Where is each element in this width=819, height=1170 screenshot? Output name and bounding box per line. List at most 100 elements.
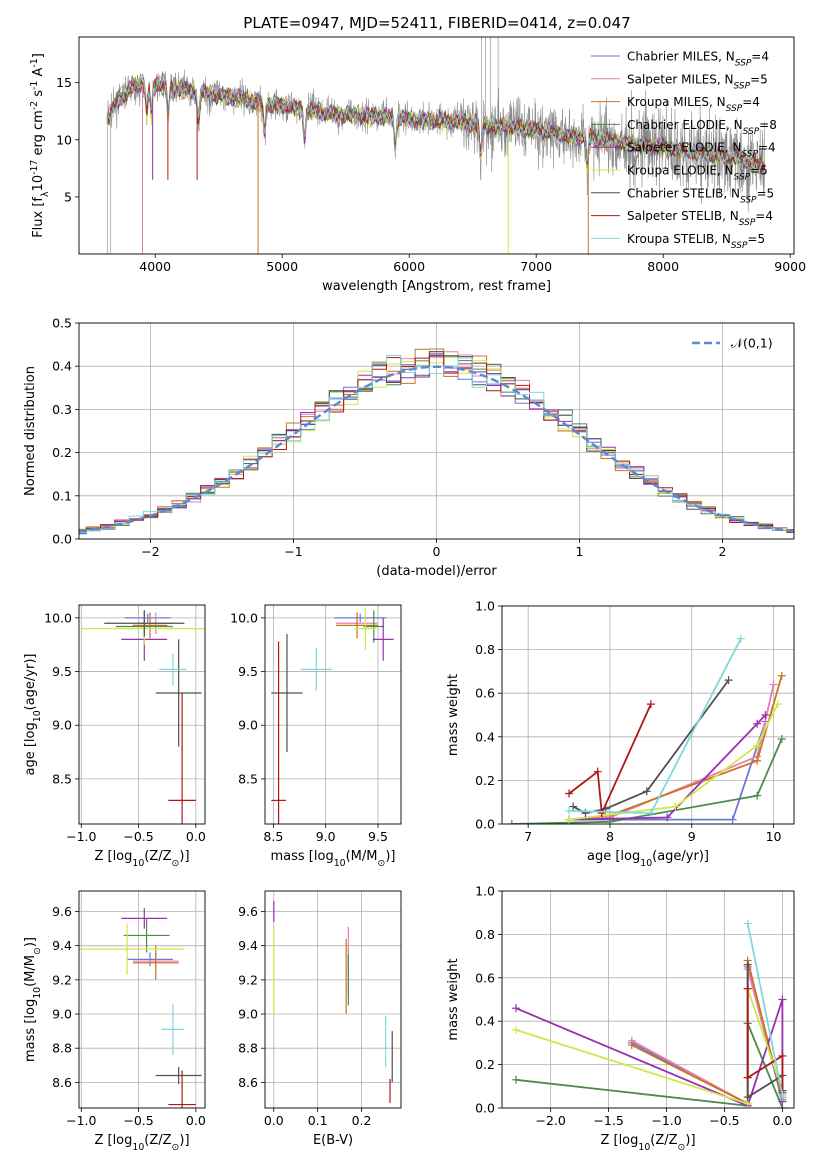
- y-tick-label: 9.4: [238, 938, 258, 953]
- mass_vs_ebv-axes: 0.0 0.1 0.2 8.6 8.8 9.0 9.2 9.4 9.6 E(B-V): [238, 890, 402, 1148]
- legend: Chabrier MILES, NSSP=4 Salpeter MILES, NS…: [591, 50, 777, 251]
- y-tick-label: 0.0: [475, 817, 495, 832]
- series-marker: [507, 820, 516, 824]
- x-axis-label: (data-model)/error: [376, 564, 497, 579]
- y-axis-label: mass weight: [446, 958, 461, 1040]
- y-tick-label: 9.6: [52, 904, 72, 919]
- y-tick-label: 0.2: [475, 773, 495, 788]
- y-tick-label: 8.5: [238, 771, 258, 786]
- x-tick-label: −2: [141, 544, 159, 559]
- x-tick-label: 0: [433, 544, 441, 559]
- series-marker: [777, 671, 786, 680]
- y-tick-label: 0.2: [52, 445, 72, 460]
- data-point: [271, 633, 303, 753]
- x-axis-label: Z [log10(Z/Z⊙)]: [94, 1133, 189, 1153]
- x-tick-label: 8000: [647, 259, 679, 274]
- data-point: [121, 908, 168, 929]
- y-tick-label: 8.8: [238, 1041, 258, 1056]
- model-spectrum: [107, 77, 766, 174]
- y-tick-label: 0.6: [475, 970, 495, 985]
- legend-label: Chabrier MILES, NSSP=4: [627, 50, 769, 69]
- legend-label: Kroupa STELIB, NSSP=5: [627, 232, 765, 251]
- weight_vs_age-panel: [502, 605, 794, 825]
- y-tick-label: 15: [56, 75, 72, 90]
- series-marker: [778, 995, 787, 1004]
- axes-frame: [264, 890, 402, 1109]
- data-point: [132, 612, 168, 639]
- y-tick-label: 9.4: [52, 938, 72, 953]
- data-point: [132, 945, 179, 980]
- x-axis-label: wavelength [Angstrom, rest frame]: [322, 279, 551, 294]
- series-marker: [646, 809, 655, 818]
- legend-label: 𝒩(0,1): [731, 336, 773, 351]
- data-point: [168, 1070, 196, 1108]
- y-tick-label: 5: [64, 189, 72, 204]
- x-tick-label: −0.5: [123, 829, 153, 844]
- x-tick-label: 0.0: [264, 1113, 284, 1128]
- spectrum-panel: [106, 37, 766, 254]
- y-tick-label: 1.0: [475, 599, 495, 614]
- series-line: [568, 703, 652, 817]
- series-marker: [565, 815, 574, 824]
- series-marker: [743, 1093, 752, 1102]
- series-marker: [743, 919, 752, 928]
- x-tick-label: 0.2: [352, 1113, 372, 1128]
- series-line: [511, 738, 783, 824]
- x-axis-label: mass [log10(M/M⊙)]: [271, 849, 396, 869]
- data-point: [155, 639, 202, 747]
- series-marker: [778, 1093, 787, 1102]
- series-marker: [642, 787, 651, 796]
- x-axis-label: Z [log10(Z/Z⊙)]: [94, 849, 189, 869]
- series-marker: [565, 806, 574, 815]
- x-tick-label: 8.5: [263, 829, 283, 844]
- x-tick-label: 2: [719, 544, 727, 559]
- series-line: [569, 638, 742, 815]
- y-axis-label: mass weight: [446, 674, 461, 756]
- y-tick-label: 0.0: [475, 1101, 495, 1116]
- y-tick-label: 0.6: [475, 686, 495, 701]
- series-marker: [769, 680, 778, 689]
- series-line: [572, 679, 730, 815]
- series-marker: [569, 802, 578, 811]
- series-marker: [627, 1041, 636, 1050]
- x-axis-label: E(B-V): [313, 1133, 353, 1148]
- y-axis-label: Normed distribution: [23, 366, 38, 496]
- series-marker: [511, 1075, 520, 1084]
- x-tick-label: 0.0: [186, 829, 206, 844]
- y-axis-label: Flux [fλ10-17 erg cm-2 s-1 A-1]: [29, 53, 51, 238]
- series-line: [746, 923, 784, 1098]
- series-marker: [778, 1051, 787, 1060]
- y-tick-label: 9.0: [52, 718, 72, 733]
- y-tick-label: 0.0: [52, 532, 72, 547]
- spectrum-plot-area: [106, 37, 766, 254]
- residuals-panel: [79, 322, 794, 540]
- data-point: [168, 693, 196, 824]
- data-point: [354, 607, 376, 651]
- axes-frame: [501, 605, 795, 825]
- y-tick-label: 8.6: [52, 1075, 72, 1090]
- data-point: [155, 1066, 202, 1085]
- y-axis-label: mass [log10(M/M⊙)]: [23, 937, 43, 1062]
- series-marker: [743, 1073, 752, 1082]
- y-tick-label: 0.4: [52, 359, 72, 374]
- mass_vs_ebv-plot-area: [273, 901, 393, 1103]
- x-tick-label: 0.0: [186, 1113, 206, 1128]
- model-spectrum: [107, 76, 766, 171]
- y-tick-label: 0.4: [475, 729, 495, 744]
- y-tick-label: 9.0: [238, 1007, 258, 1022]
- y-tick-label: 9.0: [52, 1007, 72, 1022]
- x-tick-label: 0.0: [772, 1113, 792, 1128]
- series-line: [515, 988, 784, 1105]
- residual-histogram: [79, 353, 794, 532]
- residuals-axes: −2 −1 0 1 2 0.0 0.1 0.2 0.3 0.4 0.5 (data-model)/er…: [23, 316, 795, 579]
- legend-label: Salpeter MILES, NSSP=5: [627, 72, 768, 91]
- x-tick-label: 5000: [266, 259, 298, 274]
- y-tick-label: 9.6: [238, 904, 258, 919]
- series-marker: [753, 719, 762, 728]
- legend-label: Kroupa MILES, NSSP=4: [627, 95, 760, 114]
- model-spectrum: [107, 74, 766, 175]
- series-marker: [671, 802, 680, 811]
- legend-label: Salpeter ELODIE, NSSP=4: [627, 141, 776, 160]
- age_vs_Z-axes: −1.0 −0.5 0.0 8.5 9.0 9.5 10.0 Z [log10(Z/Z⊙)] a…: [23, 604, 206, 869]
